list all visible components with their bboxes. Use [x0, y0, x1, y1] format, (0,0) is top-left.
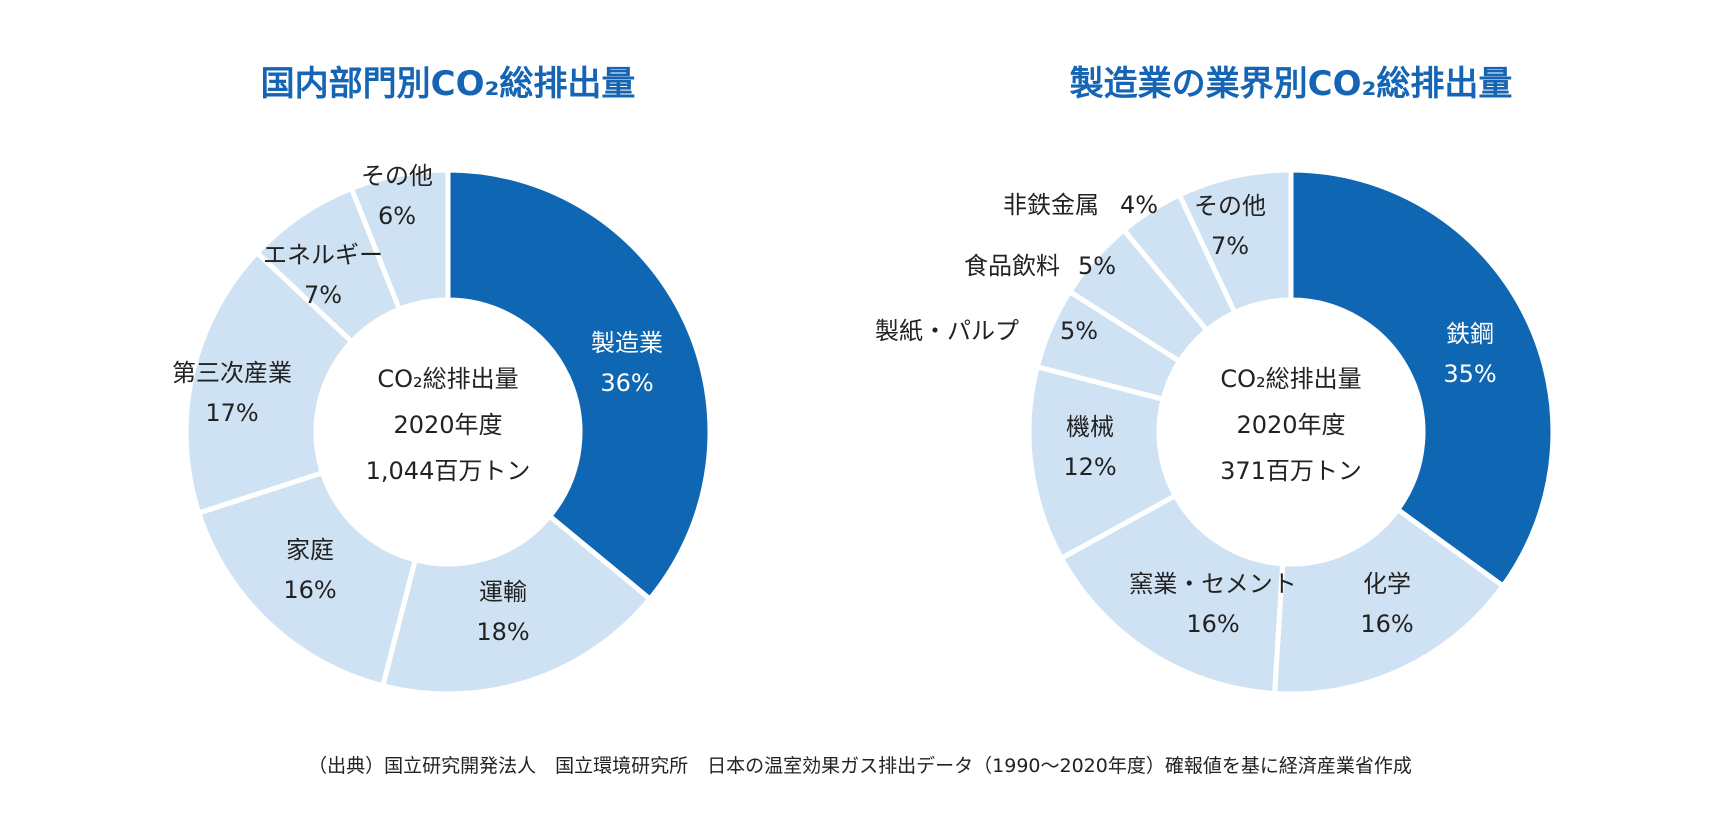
left-slice-5: [349, 167, 451, 312]
left-label-name-3: 第三次産業: [172, 359, 292, 387]
right-chart-title: 製造業の業界別CO₂総排出量: [1070, 64, 1513, 104]
right-slice-0: [1288, 167, 1556, 589]
left-donut-chart: 国内部門別CO₂総排出量 CO₂総排出量 2020年度 1,044百万トン 製造…: [172, 64, 713, 697]
left-label-value-2: 16%: [283, 576, 336, 604]
left-center-text: CO₂総排出量 2020年度 1,044百万トン: [366, 365, 531, 485]
left-label-name-4: エネルギー: [263, 241, 383, 269]
left-label-name-0: 製造業: [591, 329, 663, 357]
left-slice-0: [445, 167, 713, 602]
right-label-name-1: 化学: [1363, 570, 1411, 598]
left-center-line-2: 2020年度: [393, 411, 502, 439]
right-center-text: CO₂総排出量 2020年度 371百万トン: [1220, 365, 1362, 485]
left-slice-2: [196, 470, 418, 689]
right-label-value-2: 16%: [1186, 610, 1239, 638]
right-label-value-3: 12%: [1063, 453, 1116, 481]
left-label-value-0: 36%: [600, 369, 653, 397]
left-label-value-1: 18%: [476, 618, 529, 646]
right-center-line-3: 371百万トン: [1220, 457, 1362, 485]
source-note: （出典）国立研究開発法人 国立環境研究所 日本の温室効果ガス排出データ（1990…: [308, 755, 1412, 777]
right-label-value-7: 7%: [1211, 232, 1249, 260]
right-donut-chart: 製造業の業界別CO₂総排出量 CO₂総排出量 2020年度 371百万トン 鉄鋼…: [875, 64, 1556, 697]
right-label-value-5: 5%: [1078, 252, 1116, 280]
right-label-name-7: その他: [1194, 192, 1266, 220]
left-slice-3: [183, 250, 355, 516]
right-slice-7: [1176, 167, 1294, 316]
left-slices: [183, 167, 713, 697]
right-center-line-1: CO₂総排出量: [1220, 365, 1361, 393]
right-label-name-5: 食品飲料: [964, 252, 1060, 280]
right-slice-labels: 鉄鋼 35% 化学 16% 窯業・セメント 16% 機械 12% 製紙・パルプ …: [875, 191, 1497, 638]
left-center-line-3: 1,044百万トン: [366, 457, 531, 485]
left-label-value-4: 7%: [304, 281, 342, 309]
left-label-name-2: 家庭: [286, 536, 334, 564]
right-label-value-4: 5%: [1060, 317, 1098, 345]
right-label-name-6: 非鉄金属: [1003, 191, 1099, 219]
right-label-value-0: 35%: [1443, 360, 1496, 388]
left-label-value-3: 17%: [205, 399, 258, 427]
right-label-value-1: 16%: [1360, 610, 1413, 638]
right-label-value-6: 4%: [1120, 191, 1158, 219]
right-label-name-0: 鉄鋼: [1446, 320, 1494, 348]
left-label-name-5: その他: [361, 162, 433, 190]
right-slices: [1026, 167, 1556, 697]
right-label-name-3: 機械: [1066, 413, 1114, 441]
left-label-value-5: 6%: [378, 202, 416, 230]
right-slice-2: [1058, 493, 1286, 696]
left-label-name-1: 運輸: [479, 578, 527, 606]
right-slice-1: [1272, 507, 1506, 697]
right-label-name-2: 窯業・セメント: [1129, 570, 1297, 598]
left-slice-labels: 製造業 36% 運輸 18% 家庭 16% 第三次産業 17% エネルギー 7%…: [172, 162, 663, 646]
left-center-line-1: CO₂総排出量: [377, 365, 518, 393]
right-center-line-2: 2020年度: [1236, 411, 1345, 439]
right-label-name-4: 製紙・パルプ: [875, 317, 1019, 345]
left-slice-1: [380, 513, 653, 697]
left-chart-title: 国内部門別CO₂総排出量: [261, 64, 636, 104]
